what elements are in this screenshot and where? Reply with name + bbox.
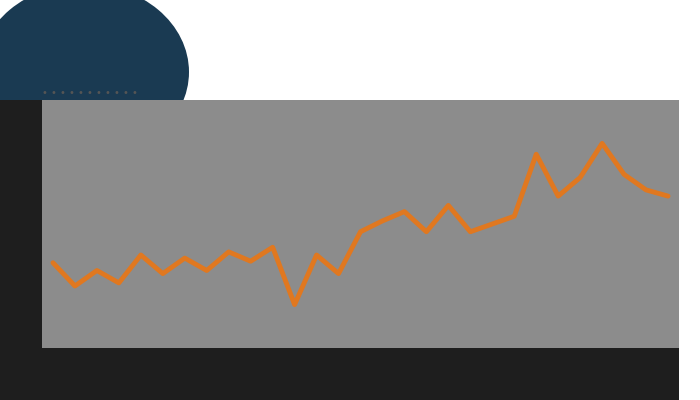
Text: • • • • • • • • • • •: • • • • • • • • • • • <box>42 88 138 98</box>
